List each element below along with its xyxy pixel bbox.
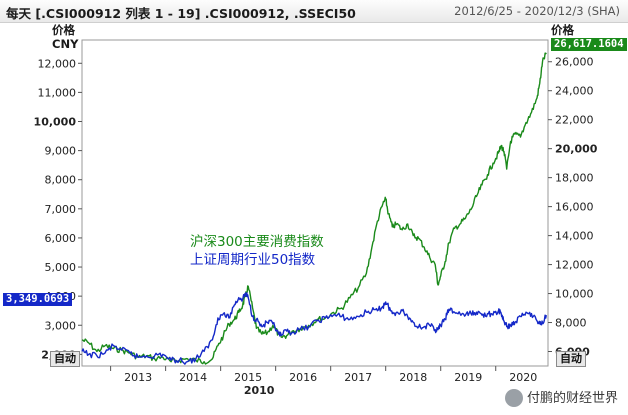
right-tick-label: 26,000 <box>555 56 594 69</box>
left-tick-label: 3,000 <box>45 319 77 332</box>
right-tick-label: 12,000 <box>555 259 594 272</box>
right-tick-label: 8,000 <box>555 317 587 330</box>
green-last-value-flag: 26,617.1604 <box>551 38 627 51</box>
blue-series-label: 上证周期行业50指数 <box>190 252 316 268</box>
x-tick-label: 2015 <box>234 371 262 384</box>
x-tick-label: 2020 <box>509 371 537 384</box>
left-axis-title: 价格 <box>52 23 75 37</box>
plot-frame <box>81 39 549 367</box>
watermark: 付鹏的财经世界 <box>504 387 618 407</box>
right-tick-label: 22,000 <box>555 114 594 127</box>
left-tick-label: 6,000 <box>45 232 77 245</box>
cyclical-index-line <box>81 292 547 365</box>
x-tick-label: 2013 <box>124 371 152 384</box>
left-tick-label: 10,000 <box>34 116 77 129</box>
watermark-text: 付鹏的财经世界 <box>526 390 618 406</box>
auto-scale-left-button[interactable]: 自动 <box>50 351 80 367</box>
left-axis-unit: CNY <box>52 37 79 51</box>
title-bar: 每天 [.CSI000912 列表 1 - 19] .CSI000912, .S… <box>0 0 628 23</box>
right-tick-label: 16,000 <box>555 201 594 214</box>
wechat-icon <box>504 389 523 407</box>
blue-last-value-flag: 3,349.0693 <box>3 293 73 306</box>
green-series-label: 沪深300主要消费指数 <box>190 234 324 250</box>
right-tick-label: 14,000 <box>555 230 594 243</box>
left-tick-label: 12,000 <box>38 57 77 70</box>
left-tick-label: 8,000 <box>45 174 77 187</box>
right-axis-title: 价格 <box>551 23 574 37</box>
x-sub-label: 2010 <box>244 384 275 397</box>
left-tick-label: 11,000 <box>38 86 77 99</box>
x-tick-label: 2018 <box>399 371 427 384</box>
right-tick-label: 20,000 <box>555 143 598 156</box>
x-tick-label: 2019 <box>454 371 482 384</box>
right-tick-label: 10,000 <box>555 288 594 301</box>
x-tick-label: 2014 <box>179 371 207 384</box>
left-tick-label: 7,000 <box>45 203 77 216</box>
right-tick-label: 24,000 <box>555 85 594 98</box>
x-tick-label: 2017 <box>344 371 372 384</box>
x-tick-label: 2016 <box>289 371 317 384</box>
consumer-index-line <box>81 52 547 365</box>
auto-scale-right-button[interactable]: 自动 <box>556 351 586 367</box>
left-tick-label: 5,000 <box>45 261 77 274</box>
left-tick-label: 9,000 <box>45 145 77 158</box>
right-tick-label: 18,000 <box>555 172 594 185</box>
window-title: 每天 [.CSI000912 列表 1 - 19] .CSI000912, .S… <box>6 6 356 21</box>
date-range: 2012/6/25 - 2020/12/3 (SHA) <box>454 4 620 18</box>
